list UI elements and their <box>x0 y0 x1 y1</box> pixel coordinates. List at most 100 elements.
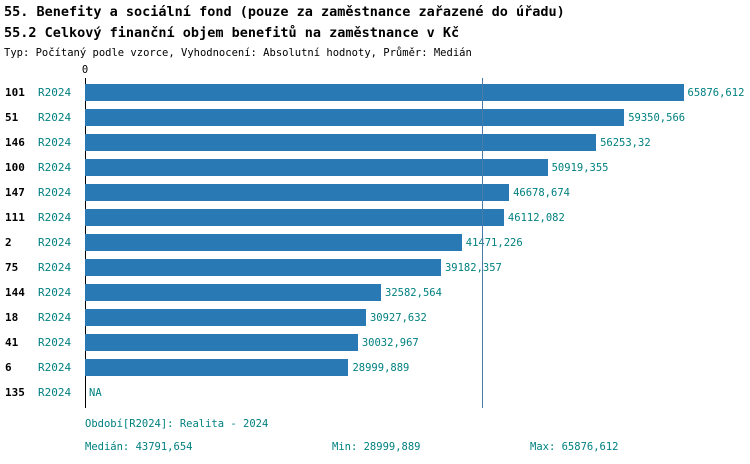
chart-row: 2 R2024 41471,226 <box>0 230 750 255</box>
value-label: NA <box>89 386 102 399</box>
category-label: 2 <box>5 236 12 249</box>
chart-rows: 101 R2024 65876,612 51 R2024 59350,566 146 R202… <box>0 80 750 405</box>
category-label: 41 <box>5 336 19 349</box>
bar-zone: 56253,32 <box>85 130 750 155</box>
row-label: 6 R2024 <box>0 361 85 374</box>
row-label: 144 R2024 <box>0 286 85 299</box>
chart-row: 101 R2024 65876,612 <box>0 80 750 105</box>
bar-zone: 30032,967 <box>85 330 750 355</box>
series-label: R2024 <box>38 211 72 224</box>
series-label: R2024 <box>38 161 72 174</box>
value-label: 39182,357 <box>444 261 502 274</box>
bar <box>85 334 358 351</box>
bar <box>85 234 462 251</box>
value-label: 28999,889 <box>352 361 410 374</box>
footer-median: Medián: 43791,654 <box>85 441 193 453</box>
category-label: 18 <box>5 311 19 324</box>
chart-row: 51 R2024 59350,566 <box>0 105 750 130</box>
bar <box>85 209 504 226</box>
value-label: 46112,082 <box>507 211 565 224</box>
bar-zone: 28999,889 <box>85 355 750 380</box>
row-label: 51 R2024 <box>0 111 85 124</box>
value-label: 65876,612 <box>687 86 745 99</box>
bar <box>85 184 510 201</box>
bar-zone: 65876,612 <box>85 80 750 105</box>
row-label: 135 R2024 <box>0 386 85 399</box>
category-label: 6 <box>5 361 12 374</box>
series-label: R2024 <box>38 111 72 124</box>
series-label: R2024 <box>38 361 72 374</box>
value-label: 56253,32 <box>600 136 651 149</box>
value-label: 30927,632 <box>369 311 427 324</box>
footer-min: Min: 28999,889 <box>332 441 421 453</box>
chart-row: 111 R2024 46112,082 <box>0 205 750 230</box>
series-label: R2024 <box>38 311 72 324</box>
chart-row: 41 R2024 30032,967 <box>0 330 750 355</box>
footer-max: Max: 65876,612 <box>530 441 619 453</box>
bar <box>85 84 684 101</box>
series-label: R2024 <box>38 386 72 399</box>
value-label: 30032,967 <box>361 336 419 349</box>
bar <box>85 284 382 301</box>
row-label: 100 R2024 <box>0 161 85 174</box>
x-axis-zero-tick: 0 <box>81 64 89 76</box>
category-label: 100 <box>5 161 25 174</box>
footer-period: Období[R2024]: Realita - 2024 <box>85 418 269 430</box>
value-label: 59350,566 <box>628 111 686 124</box>
row-label: 18 R2024 <box>0 311 85 324</box>
value-label: 46678,674 <box>513 186 570 199</box>
category-label: 147 <box>5 186 25 199</box>
row-label: 41 R2024 <box>0 336 85 349</box>
chart-row: 6 R2024 28999,889 <box>0 355 750 380</box>
bar-chart: 0 101 R2024 65876,612 51 R2024 59350,566 146 R2… <box>0 64 750 408</box>
chart-subtitle: Typ: Počítaný podle vzorce, Vyhodnocení:… <box>4 47 472 59</box>
bar-zone: 46112,082 <box>85 205 750 230</box>
series-label: R2024 <box>38 86 72 99</box>
row-label: 2 R2024 <box>0 236 85 249</box>
bar-zone: 59350,566 <box>85 105 750 130</box>
row-label: 101 R2024 <box>0 86 85 99</box>
category-label: 101 <box>5 86 25 99</box>
bar-zone: NA <box>85 380 750 405</box>
chart-row: 144 R2024 32582,564 <box>0 280 750 305</box>
row-label: 75 R2024 <box>0 261 85 274</box>
category-label: 135 <box>5 386 25 399</box>
category-label: 51 <box>5 111 19 124</box>
category-label: 111 <box>5 211 25 224</box>
category-label: 144 <box>5 286 25 299</box>
chart-row: 75 R2024 39182,357 <box>0 255 750 280</box>
bar <box>85 109 625 126</box>
series-label: R2024 <box>38 261 72 274</box>
bar-zone: 50919,355 <box>85 155 750 180</box>
chart-row: 18 R2024 30927,632 <box>0 305 750 330</box>
value-label: 32582,564 <box>385 286 442 299</box>
bar <box>85 159 548 176</box>
bar <box>85 359 349 376</box>
value-label: 50919,355 <box>551 161 609 174</box>
row-label: 146 R2024 <box>0 136 85 149</box>
bar-zone: 30927,632 <box>85 305 750 330</box>
value-label: 41471,226 <box>465 236 523 249</box>
chart-row: 146 R2024 56253,32 <box>0 130 750 155</box>
chart-row: 100 R2024 50919,355 <box>0 155 750 180</box>
bar <box>85 259 441 276</box>
bar-zone: 39182,357 <box>85 255 750 280</box>
series-label: R2024 <box>38 236 72 249</box>
series-label: R2024 <box>38 336 72 349</box>
bar <box>85 309 366 326</box>
chart-title-sub: 55.2 Celkový finanční objem benefitů na … <box>4 25 460 41</box>
series-label: R2024 <box>38 136 72 149</box>
chart-row: 147 R2024 46678,674 <box>0 180 750 205</box>
chart-row: 135 R2024 NA <box>0 380 750 405</box>
row-label: 111 R2024 <box>0 211 85 224</box>
series-label: R2024 <box>38 286 72 299</box>
row-label: 147 R2024 <box>0 186 85 199</box>
bar-zone: 41471,226 <box>85 230 750 255</box>
bar <box>85 134 597 151</box>
series-label: R2024 <box>38 186 72 199</box>
category-label: 75 <box>5 261 19 274</box>
category-label: 146 <box>5 136 25 149</box>
chart-title-main: 55. Benefity a sociální fond (pouze za z… <box>4 4 565 20</box>
bar-zone: 32582,564 <box>85 280 750 305</box>
bar-zone: 46678,674 <box>85 180 750 205</box>
